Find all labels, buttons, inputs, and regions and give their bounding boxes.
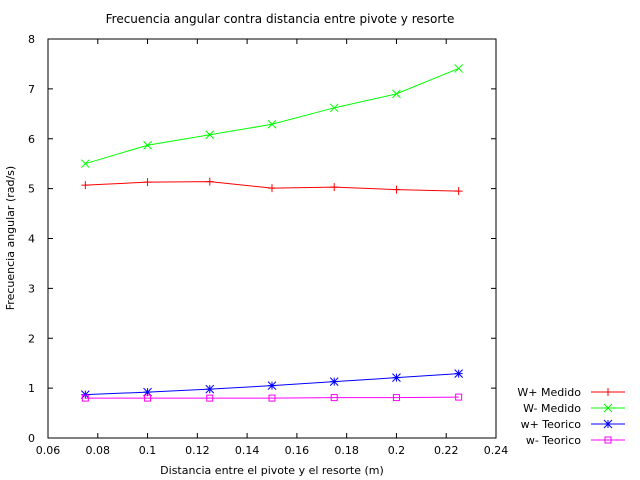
x-tick-label: 0.1 xyxy=(139,444,157,457)
data-point xyxy=(268,184,276,193)
y-tick-label: 4 xyxy=(28,233,35,246)
legend-label: W- Medido xyxy=(523,402,581,415)
data-point xyxy=(329,377,339,386)
series-3 xyxy=(81,393,463,402)
y-tick-label: 8 xyxy=(28,33,35,46)
data-point xyxy=(205,384,215,394)
y-tick-label: 0 xyxy=(28,432,35,445)
y-axis: 0 1 2 3 4 5 6 7 8 xyxy=(28,33,496,445)
x-tick-label: 0.24 xyxy=(484,444,509,457)
y-tick-label: 5 xyxy=(28,183,35,196)
series-1 xyxy=(80,64,464,169)
series-0 xyxy=(81,177,463,196)
data-point xyxy=(267,119,277,129)
data-point xyxy=(330,183,339,192)
data-point xyxy=(392,185,401,194)
series-2 xyxy=(80,369,464,399)
data-point xyxy=(80,159,90,169)
data-point xyxy=(329,103,339,113)
data-point xyxy=(81,394,89,402)
chart-title: Frecuencia angular contra distancia entr… xyxy=(106,12,455,26)
legend-marker xyxy=(603,403,613,413)
data-point xyxy=(205,130,215,140)
data-point xyxy=(268,394,276,402)
legend-marker xyxy=(604,436,612,444)
data-point xyxy=(81,181,90,190)
data-point xyxy=(206,394,214,402)
y-tick-label: 6 xyxy=(28,133,35,146)
series-line xyxy=(85,396,459,399)
legend-label: W+ Medido xyxy=(517,386,581,399)
legend-label: w- Teorico xyxy=(526,434,581,447)
x-tick-label: 0.16 xyxy=(285,444,310,457)
x-tick-label: 0.06 xyxy=(36,444,61,457)
x-tick-label: 0.18 xyxy=(334,444,359,457)
x-tick-label: 0.2 xyxy=(388,444,406,457)
data-point xyxy=(455,393,463,401)
x-tick-label: 0.12 xyxy=(185,444,210,457)
series-line xyxy=(85,67,459,165)
x-axis-label: Distancia entre el pivote y el resorte (… xyxy=(160,464,384,477)
y-tick-label: 3 xyxy=(28,282,35,295)
data-point xyxy=(392,394,400,402)
x-tick-label: 0.22 xyxy=(434,444,459,457)
x-tick-label: 0.08 xyxy=(86,444,111,457)
x-tick-label: 0.14 xyxy=(235,444,260,457)
y-axis-label: Frecuencia angular (rad/s) xyxy=(4,166,17,310)
x-axis: 0.06 0.08 0.1 0.12 0.14 0.16 0.18 0.2 0.22 0.24 xyxy=(36,39,509,457)
data-point xyxy=(143,140,152,150)
data-point xyxy=(454,369,464,379)
y-tick-label: 1 xyxy=(28,382,35,395)
data-point xyxy=(143,178,152,187)
data-point xyxy=(392,89,401,99)
y-tick-label: 7 xyxy=(28,83,35,96)
data-point xyxy=(143,387,152,397)
series-layer xyxy=(80,64,464,402)
legend: W+ Medido W- Medido w+ Teorico w- Teorico xyxy=(517,386,625,447)
legend-marker xyxy=(603,419,613,429)
y-tick-label: 2 xyxy=(28,332,35,345)
legend-label: w+ Teorico xyxy=(521,418,582,431)
data-point xyxy=(205,177,214,186)
legend-marker xyxy=(604,388,612,396)
data-point xyxy=(144,394,152,402)
data-point xyxy=(454,187,463,196)
data-point xyxy=(454,64,464,73)
data-point xyxy=(330,394,338,402)
data-point xyxy=(267,381,277,390)
data-point xyxy=(392,373,401,383)
plot-frame xyxy=(47,38,497,439)
